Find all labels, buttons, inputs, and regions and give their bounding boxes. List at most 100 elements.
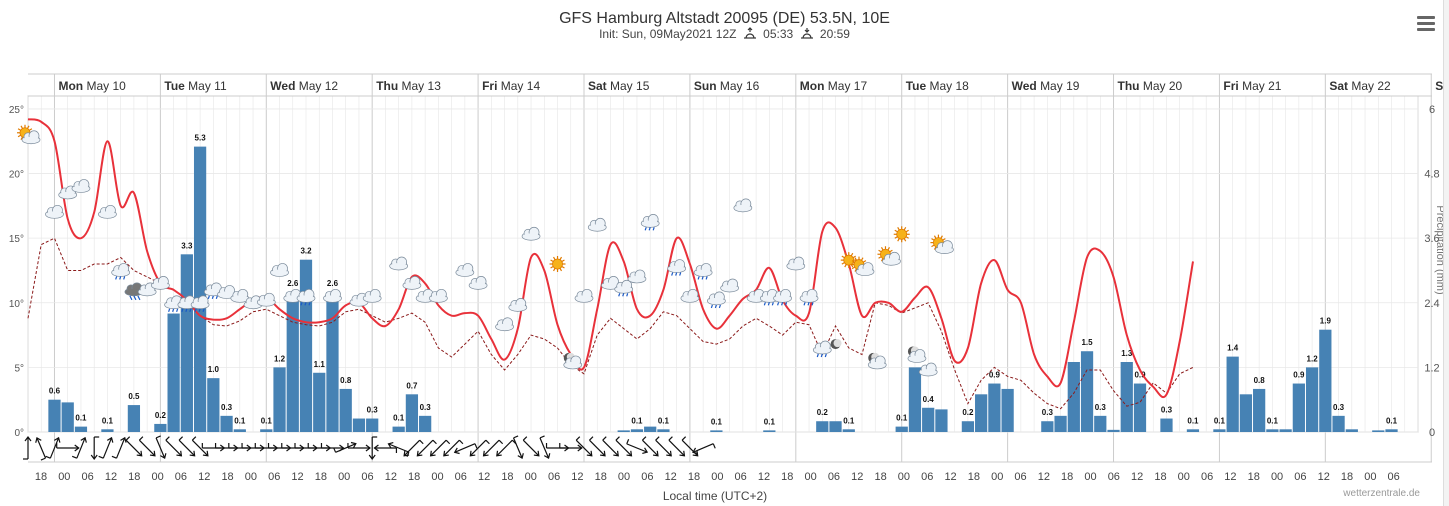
wind-arrow-icon [403,439,424,457]
precip-label: 0.1 [1187,416,1199,425]
sunset-icon [800,28,813,39]
x-tick-label: 00 [1178,471,1190,483]
weather-sun-cloud-icon [930,234,954,254]
precip-bar [1385,429,1398,432]
precip-bar [908,367,922,432]
precip-bar [286,292,299,432]
precip-label: 0.1 [711,417,723,426]
wind-arrow-icon [125,436,143,457]
day-label: Mon May 10 [58,79,126,93]
precip-label: 0.8 [340,376,352,385]
weather-moon-cloud-icon [563,352,583,370]
y-tick-left: 15° [9,234,24,245]
weather-rain-icon [707,291,726,309]
precip-bar [1041,421,1054,432]
precip-bar [220,415,233,432]
x-tick-label: 00 [245,471,257,483]
weather-rain-icon [799,288,819,306]
x-tick-label: 12 [1224,471,1236,483]
precip-bar [1160,418,1173,432]
scrollbar[interactable] [1443,0,1449,506]
precip-label: 1.9 [1320,317,1332,326]
wind-arrow-icon [241,443,266,452]
y-tick-left: 10° [9,299,24,310]
precip-bar [975,394,988,432]
precip-label: 0.9 [989,371,1001,380]
x-tick-label: 00 [525,471,537,483]
x-tick-label: 12 [944,471,956,483]
weather-cloud-icon [71,179,91,193]
wind-arrow-icon [165,436,183,457]
x-tick-label: 18 [1154,471,1166,483]
precip-label: 0.1 [1386,416,1398,425]
weather-rain-icon [693,263,713,280]
chart-title: GFS Hamburg Altstadt 20095 (DE) 53.5N, 1… [559,10,890,27]
precip-label: 0.5 [128,392,140,401]
x-tick-label: 12 [291,471,303,483]
x-tick-label: 00 [338,471,350,483]
wind-arrow-icon [512,435,524,460]
x-tick-label: 00 [1364,471,1376,483]
wind-arrow-icon [178,436,196,457]
x-tick-label: 18 [128,471,140,483]
x-tick-label: 12 [198,471,210,483]
precip-bar [392,426,405,432]
precip-bar [1319,329,1332,432]
precip-bar [1372,430,1385,432]
precip-bar [167,313,180,432]
weather-moon-cloud-icon [907,346,927,363]
wind-arrow-icon [23,436,32,460]
weather-cloud-icon [256,292,276,307]
precip-bar [74,426,88,432]
x-tick-label: 06 [82,471,94,483]
wind-arrow-icon [602,436,619,457]
precip-label: 2.6 [287,279,299,288]
credit-label[interactable]: wetterzentrale.de [1343,488,1420,499]
y-tick-right: 0 [1429,427,1435,439]
precip-bar [1305,367,1319,432]
wind-arrow-icon [692,443,716,455]
precip-bar [1067,362,1080,432]
precip-bar [419,415,432,432]
precip-bar [1001,388,1014,432]
weather-cloud-icon [786,256,806,271]
precip-label: 1.2 [1307,354,1319,363]
weather-cloud-icon [349,292,369,307]
precip-label: 5.3 [195,134,207,143]
y-tick-right: 1.2 [1424,362,1439,374]
precip-bar [299,259,313,432]
precip-bar [1107,429,1120,432]
wind-arrow-icon [641,436,659,457]
weather-cloud-icon [230,288,250,303]
wind-arrow-icon [655,436,672,457]
wind-arrow-icon [416,439,437,457]
weather-cloud-icon [468,276,488,290]
x-tick-label: 06 [268,471,280,483]
wind-arrow-icon [138,436,156,457]
weather-sun-cloud-icon [877,246,901,266]
weather-cloud-icon [495,317,514,332]
precip-label: 0.1 [896,414,908,423]
weather-moon-cloud-icon [867,352,887,370]
precip-bar [1226,356,1239,432]
x-tick-label: 00 [618,471,630,483]
x-tick-label: 18 [595,471,607,483]
precip-bar [405,394,419,432]
precip-label: 0.9 [1134,371,1146,380]
x-tick-label: 18 [501,471,513,483]
x-tick-label: 00 [431,471,443,483]
wind-arrow-icon [539,435,551,460]
x-tick-label: 00 [1271,471,1283,483]
wind-arrow-icon [267,443,292,452]
precip-bar [154,423,167,432]
precip-label: 0.1 [764,417,776,426]
precip-label: 0.2 [962,408,974,417]
weather-cloud-icon [323,288,342,303]
weather-cloud-icon [508,298,528,312]
precip-bar [1080,351,1094,432]
weather-rain-icon [190,295,210,312]
hamburger-menu-icon[interactable] [1417,16,1435,31]
wind-arrow-icon [626,439,649,454]
weather-cloud-icon [151,276,170,290]
precip-bar [260,429,273,432]
